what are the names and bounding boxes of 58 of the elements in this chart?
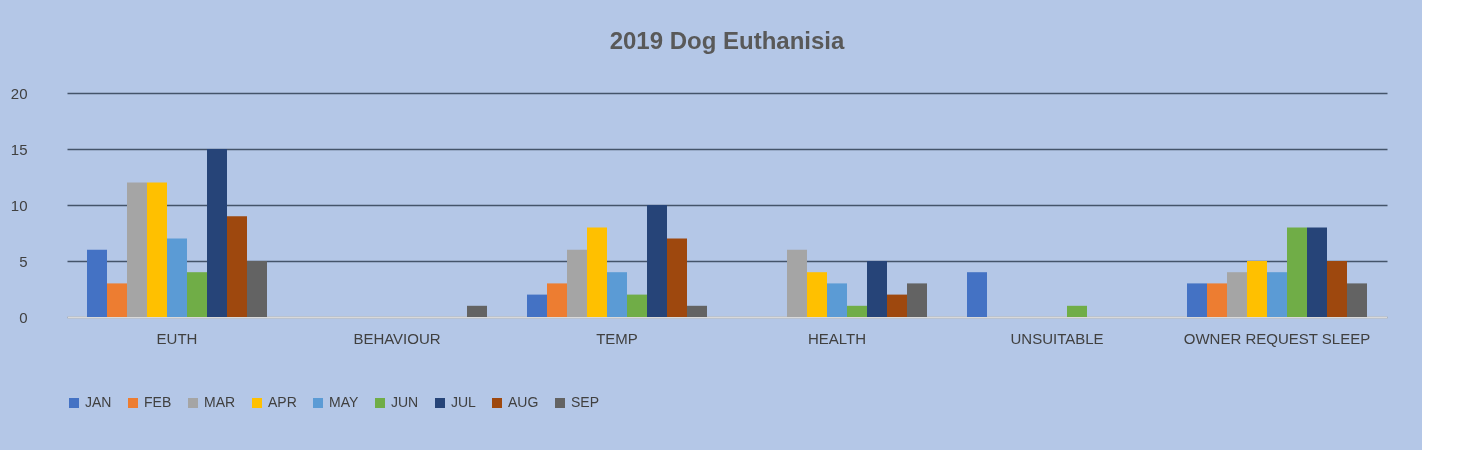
y-tick-label: 5: [19, 252, 28, 270]
bar: [907, 283, 927, 317]
bar: [527, 294, 547, 317]
x-tick-label: HEALTH: [807, 329, 867, 347]
legend-label: SEP: [571, 394, 600, 410]
x-tick-label: EUTH: [156, 329, 198, 347]
legend-label: MAR: [204, 394, 236, 410]
legend-label: JUN: [391, 394, 419, 410]
bar: [607, 272, 627, 317]
bar: [827, 283, 847, 317]
y-tick-label: 0: [19, 308, 28, 326]
x-tick-label: TEMP: [596, 329, 638, 347]
chart-title: 2019 Dog Euthanisia: [609, 27, 846, 54]
y-tick-label: 10: [10, 196, 28, 214]
legend-label: JAN: [85, 394, 112, 410]
bar: [687, 305, 707, 317]
x-tick-label: BEHAVIOUR: [353, 329, 441, 347]
bar: [227, 216, 247, 317]
bar: [887, 294, 907, 317]
legend-label: MAY: [329, 394, 359, 410]
y-tick-label: 20: [10, 84, 28, 102]
bar: [87, 249, 107, 317]
bar: [1327, 261, 1347, 317]
bar: [1207, 283, 1227, 317]
bar: [1347, 283, 1367, 317]
bar: [1247, 261, 1267, 317]
bar: [627, 294, 647, 317]
bar: [147, 182, 167, 317]
legend-label: FEB: [144, 394, 172, 410]
bar: [647, 205, 667, 317]
bar: [1067, 305, 1087, 317]
bar: [547, 283, 567, 317]
bar: [107, 283, 127, 317]
bar: [667, 238, 687, 317]
legend-label: AUG: [508, 394, 539, 410]
bar: [187, 272, 207, 317]
bar: [1287, 227, 1307, 317]
y-tick-label: 15: [10, 140, 28, 158]
legend-label: APR: [268, 394, 297, 410]
bar: [1307, 227, 1327, 317]
bar: [127, 182, 147, 317]
bar: [787, 249, 807, 317]
bar: [467, 305, 487, 317]
x-tick-label: UNSUITABLE: [1010, 329, 1104, 347]
bar: [567, 249, 587, 317]
legend-label: JUL: [451, 394, 477, 410]
bar: [167, 238, 187, 317]
bar: [247, 261, 267, 317]
bar: [807, 272, 827, 317]
bar: [967, 272, 987, 317]
bar: [207, 149, 227, 317]
bar: [1267, 272, 1287, 317]
bar: [587, 227, 607, 317]
bar: [847, 305, 867, 317]
x-tick-label: OWNER REQUEST SLEEP: [1183, 329, 1371, 347]
bar: [867, 261, 887, 317]
bar: [1187, 283, 1207, 317]
bar: [1227, 272, 1247, 317]
